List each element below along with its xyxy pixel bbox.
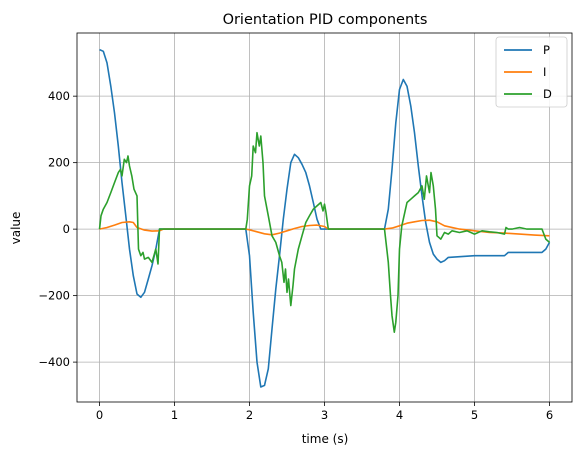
chart-title: Orientation PID components	[223, 12, 428, 28]
x-tick-label-5: 5	[471, 408, 478, 422]
y-tick-label-3: 200	[48, 156, 70, 170]
series-line-p	[99, 48, 551, 388]
x-tick-label-1: 1	[171, 408, 178, 422]
legend-label-i: I	[543, 65, 546, 79]
y-tick-label-2: 0	[63, 222, 70, 236]
x-tick-label-0: 0	[96, 408, 103, 422]
legend: PID	[495, 36, 568, 108]
y-axis-label: value	[9, 212, 23, 245]
y-tick-label-0: −400	[38, 355, 70, 369]
x-tick-label-4: 4	[396, 408, 403, 422]
axis-ticks: 0 1 2 3 4 5 6 −400 −200 0 200 400	[38, 89, 553, 422]
series-line-i	[99, 219, 550, 237]
series-line-d	[98, 131, 551, 334]
x-tick-label-6: 6	[546, 408, 553, 422]
grid	[77, 33, 572, 402]
series-lines	[98, 48, 551, 388]
x-axis-label: time (s)	[302, 432, 349, 446]
y-tick-label-1: −200	[38, 289, 70, 303]
x-tick-label-2: 2	[246, 408, 253, 422]
x-tick-label-3: 3	[321, 408, 328, 422]
legend-label-p: P	[543, 43, 550, 57]
legend-label-d: D	[543, 87, 552, 101]
y-tick-label-4: 400	[48, 89, 70, 103]
